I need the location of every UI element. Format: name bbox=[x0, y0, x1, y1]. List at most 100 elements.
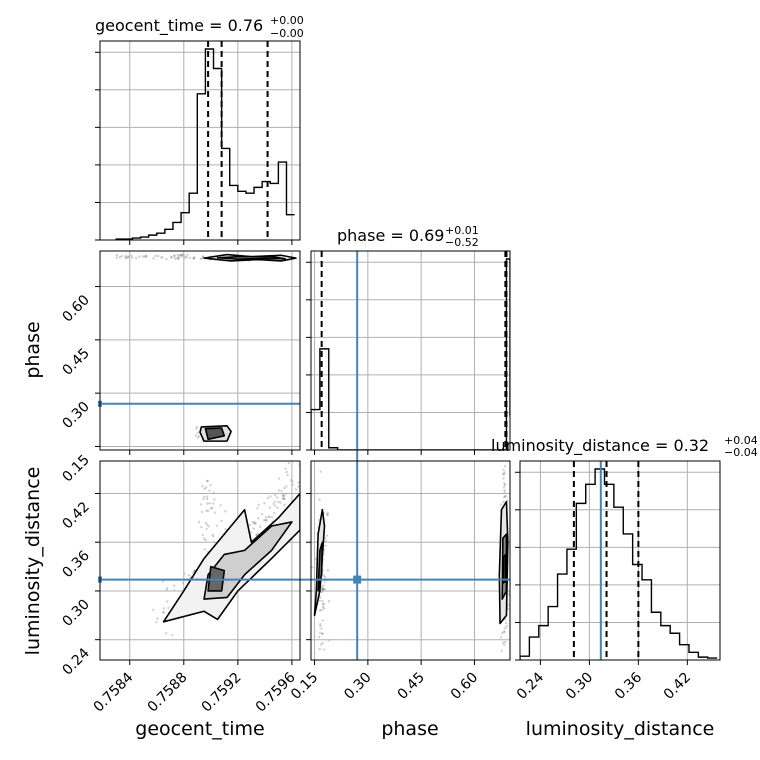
scatter-point bbox=[118, 256, 122, 259]
y-tick-label-phase: 0.15 bbox=[59, 452, 92, 485]
scatter-point bbox=[503, 488, 506, 492]
scatter-point bbox=[197, 434, 201, 438]
scatter-point bbox=[503, 471, 506, 474]
scatter-point bbox=[283, 503, 286, 506]
scatter-point bbox=[200, 257, 204, 260]
scatter-point bbox=[285, 485, 288, 488]
scatter-point bbox=[321, 632, 325, 635]
x-tick-label-geocent_time: 0.7584 bbox=[91, 669, 137, 715]
scatter-point bbox=[206, 495, 209, 498]
scatter-point bbox=[285, 470, 288, 474]
scatter-point bbox=[318, 636, 321, 639]
scatter-point bbox=[326, 569, 330, 572]
scatter-point bbox=[130, 254, 133, 257]
scatter-point bbox=[179, 253, 183, 257]
grid-layer bbox=[100, 41, 720, 660]
scatter-point bbox=[200, 526, 203, 529]
scatter-point bbox=[156, 254, 160, 258]
scatter-point bbox=[170, 256, 173, 259]
scatter-point bbox=[506, 672, 508, 674]
scatter-point bbox=[248, 523, 252, 527]
scatter-point bbox=[319, 643, 323, 646]
scatter-point bbox=[204, 521, 208, 525]
title-phase: phase = 0.69 bbox=[337, 226, 444, 245]
title-luminosity_distance-plus: +0.04 bbox=[724, 434, 758, 447]
contour-inner bbox=[216, 255, 286, 260]
scatter-point bbox=[206, 479, 209, 483]
histogram-luminosity_distance bbox=[520, 461, 718, 660]
scatter-point bbox=[502, 375, 504, 377]
scatter-point bbox=[172, 584, 176, 587]
scatter-point bbox=[504, 621, 508, 625]
scatter-point bbox=[213, 498, 216, 501]
xlabel-phase: phase bbox=[381, 718, 438, 740]
contour-inner bbox=[502, 553, 507, 584]
scatter-point bbox=[499, 636, 503, 639]
scatter-point bbox=[212, 535, 215, 538]
grid-luminosity_distance-vs-luminosity_distance bbox=[520, 461, 720, 660]
scatter-point bbox=[263, 501, 266, 505]
scatter-point bbox=[209, 507, 213, 510]
scatter-point bbox=[211, 502, 215, 505]
scatter-point bbox=[503, 464, 507, 468]
scatter-point bbox=[152, 608, 155, 611]
scatter-point bbox=[265, 519, 268, 522]
scatter-point bbox=[279, 501, 282, 504]
scatter-point bbox=[205, 486, 208, 489]
scatter-point bbox=[280, 489, 283, 493]
scatter-point bbox=[154, 254, 157, 258]
scatter-point bbox=[325, 534, 329, 537]
panel-frame-phase-vs-phase bbox=[310, 250, 511, 451]
scatter-point bbox=[326, 511, 329, 515]
scatter-point bbox=[185, 256, 188, 259]
scatter-point bbox=[197, 520, 201, 524]
scatter-point bbox=[322, 602, 325, 606]
scatter-point bbox=[173, 254, 177, 258]
scatter-point bbox=[321, 632, 324, 635]
scatter-point bbox=[224, 528, 227, 531]
scatter-point bbox=[184, 255, 187, 258]
panel-frame-geocent_time-vs-geocent_time bbox=[99, 40, 301, 241]
scatter-point bbox=[319, 631, 322, 635]
scatter-point bbox=[194, 434, 198, 437]
scatter-point bbox=[503, 698, 505, 700]
scatter-point bbox=[283, 497, 286, 501]
axes-layer: 0.150.300.450.600.7584 0.7588 0.7592 0.7596… bbox=[59, 40, 721, 715]
scatter-point bbox=[256, 532, 260, 535]
scatter-point bbox=[318, 599, 322, 602]
scatter-point bbox=[194, 427, 198, 430]
scatter-point bbox=[284, 467, 287, 470]
scatter-point bbox=[254, 521, 257, 524]
scatter-point bbox=[503, 630, 506, 633]
scatter-point bbox=[301, 490, 303, 492]
x-tick-label-luminosity_distance: 0.24 bbox=[514, 669, 547, 702]
reference-lines-layer bbox=[98, 251, 602, 660]
scatter-point bbox=[167, 606, 170, 610]
scatter-point bbox=[283, 486, 286, 490]
scatter-point bbox=[319, 622, 322, 626]
x-tick-label-phase: 0.45 bbox=[395, 670, 428, 703]
scatter-point bbox=[260, 512, 264, 516]
scatter-point bbox=[507, 593, 510, 596]
scatter-point bbox=[300, 480, 302, 482]
scatter-point bbox=[503, 490, 506, 494]
scatter-point bbox=[294, 488, 298, 491]
scatter-point bbox=[215, 524, 219, 528]
scatter-point bbox=[273, 500, 276, 504]
scatter-point bbox=[286, 473, 289, 477]
scatter-point bbox=[322, 607, 326, 610]
y-tick-label-phase: 0.30 bbox=[59, 399, 92, 432]
x-tick-label-phase: 0.15 bbox=[288, 670, 321, 703]
scatter-point bbox=[273, 511, 276, 515]
scatter-point bbox=[124, 254, 128, 258]
scatter-point bbox=[115, 256, 119, 259]
scatter-point bbox=[501, 678, 503, 680]
scatter-point bbox=[130, 256, 134, 260]
scatter-point bbox=[277, 489, 281, 492]
scatter-point bbox=[297, 481, 300, 484]
scatter-point bbox=[502, 631, 506, 634]
xlabel-luminosity_distance: luminosity_distance bbox=[526, 718, 715, 740]
scatter-point bbox=[321, 605, 325, 609]
scatter-point bbox=[282, 495, 285, 498]
